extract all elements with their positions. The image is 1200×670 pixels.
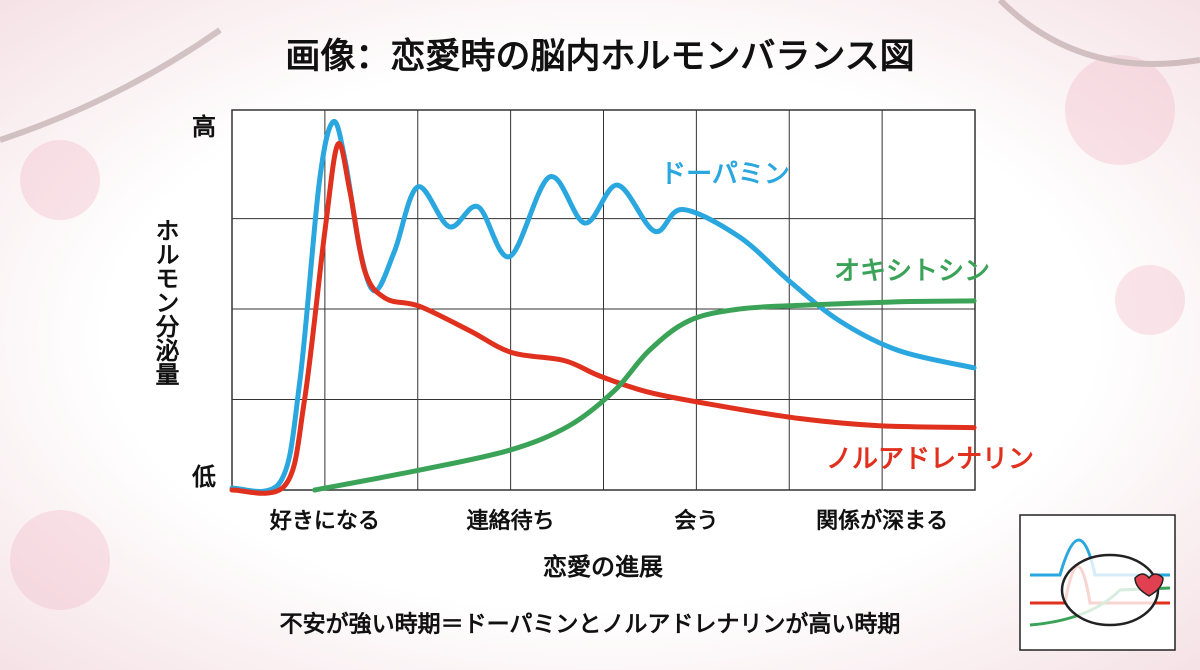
x-axis-label: 恋愛の進展 bbox=[543, 553, 663, 581]
series-label: ノルアドレナリン bbox=[826, 445, 1034, 475]
x-tick-label: 関係が深まる bbox=[816, 508, 948, 534]
brain-icon bbox=[1019, 514, 1176, 651]
x-tick-label: 会う bbox=[674, 508, 718, 534]
line bbox=[312, 298, 977, 493]
y-tick-label: 低 bbox=[191, 463, 216, 491]
series-label: ドーパミン bbox=[660, 160, 790, 190]
line bbox=[229, 141, 977, 496]
chart-title: 画像：恋愛時の脳内ホルモンバランス図 bbox=[285, 36, 914, 77]
x-tick-label: 連絡待ち bbox=[467, 508, 555, 534]
series-label: オキシトシン bbox=[834, 257, 990, 287]
line bbox=[229, 119, 977, 494]
sakura-decoration bbox=[0, 0, 1200, 610]
y-tick-label: 高 bbox=[192, 113, 216, 141]
footnote: 不安が強い時期＝ドーパミンとノルアドレナリンが高い時期 bbox=[280, 611, 901, 638]
y-axis-label: ホルモン分泌量 bbox=[151, 218, 179, 386]
x-tick-label: 好きになる bbox=[269, 508, 380, 534]
